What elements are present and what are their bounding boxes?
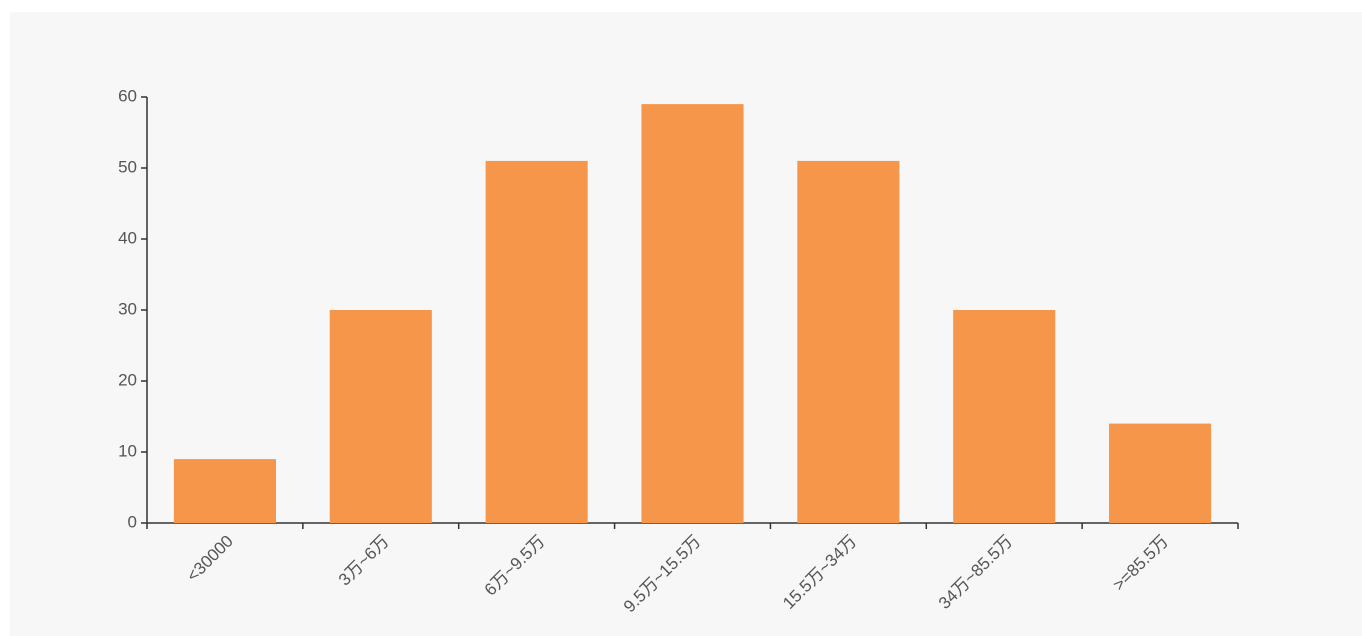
y-ticks: 0 10 20 30 40 50 60 — [118, 86, 147, 531]
x-tick-label: 3万~6万 — [335, 532, 393, 590]
bars — [173, 104, 1212, 523]
y-tick-label: 30 — [118, 299, 137, 318]
bar-1 — [329, 310, 432, 523]
bar-6 — [1109, 423, 1212, 523]
bar-5 — [953, 310, 1056, 523]
bar-3 — [641, 104, 744, 523]
bar-2 — [485, 160, 588, 523]
y-tick-label: 20 — [118, 370, 137, 389]
bar-4 — [797, 160, 900, 523]
y-tick-label: 60 — [118, 86, 137, 105]
y-tick-label: 10 — [118, 441, 137, 460]
y-tick-label: 50 — [118, 157, 137, 176]
x-tick-label: 15.5万~34万 — [779, 532, 860, 613]
x-tick-label: 6万~9.5万 — [481, 532, 549, 600]
y-tick-label: 0 — [128, 512, 137, 531]
y-tick-label: 40 — [118, 228, 137, 247]
x-tick-label: 9.5万~15.5万 — [620, 532, 705, 617]
bar-0 — [173, 459, 276, 523]
x-tick-label: <30000 — [183, 532, 237, 586]
x-ticks: <30000 3万~6万 6万~9.5万 9.5万~15.5万 15.5万~34万 34万… — [146, 523, 1239, 617]
x-tick-label: 34万~85.5万 — [935, 532, 1016, 613]
x-tick-label: >=85.5万 — [1109, 532, 1172, 595]
